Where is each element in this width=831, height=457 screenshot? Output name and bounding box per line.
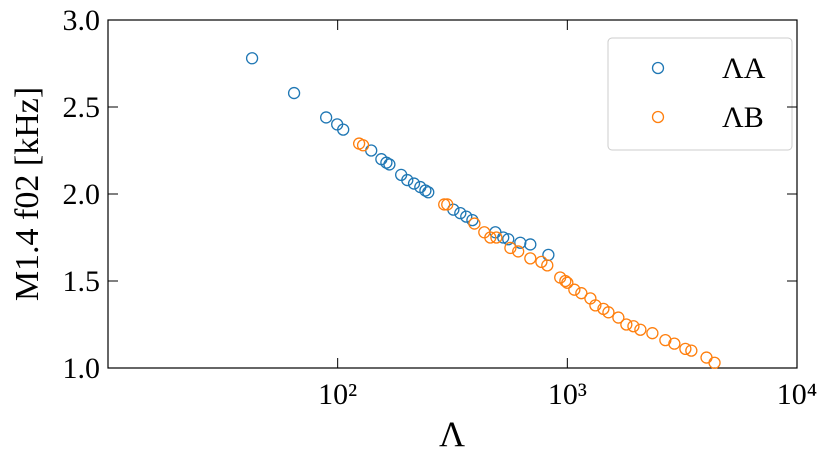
point [685,344,698,357]
x-tick-label: 10³ [548,378,587,411]
point [287,86,301,100]
point [559,274,572,288]
point [504,241,517,255]
point [419,184,432,197]
point [497,231,510,244]
point [561,276,574,289]
point [490,231,503,244]
point [422,186,435,199]
y-tick-label: 1.5 [63,265,101,298]
point [668,337,681,350]
point [438,198,451,211]
legend-marker [651,61,665,75]
point [460,210,473,223]
point [502,233,515,246]
point [700,351,713,364]
y-tick-label: 3.0 [63,4,101,37]
point [589,299,602,312]
point [454,206,467,220]
point [468,217,481,230]
point [679,342,692,356]
point [542,248,555,262]
point [612,311,625,324]
point [383,158,396,171]
point [245,52,259,65]
point [634,323,647,336]
point [602,306,615,319]
point [365,144,378,157]
x-tick-label: 10² [318,378,357,411]
y-tick-label: 1.0 [63,352,101,385]
legend-label: ΛB [722,101,764,134]
y-tick-label: 2.5 [63,91,101,124]
point [512,245,525,258]
legend-marker [651,110,665,124]
point [441,198,454,211]
point [646,327,659,340]
point [708,356,721,369]
x-axis-label: Λ [439,414,465,454]
point [568,283,581,296]
x-tick-label: 10⁴ [777,378,817,411]
point [620,318,633,331]
legend-label: ΛA [722,52,766,85]
point [356,139,370,152]
point [524,238,537,251]
legend-box [607,37,793,151]
point [575,287,588,300]
point [627,320,640,333]
point [524,252,537,265]
point [337,123,350,136]
point [541,259,554,272]
point [380,156,393,169]
y-tick-label: 2.0 [63,178,101,211]
point [514,236,527,249]
point [484,231,497,244]
point [401,173,414,187]
point [535,255,548,269]
point [320,111,333,124]
point [407,177,421,190]
y-axis-label: M1.4 f02 [kHz] [9,87,46,301]
